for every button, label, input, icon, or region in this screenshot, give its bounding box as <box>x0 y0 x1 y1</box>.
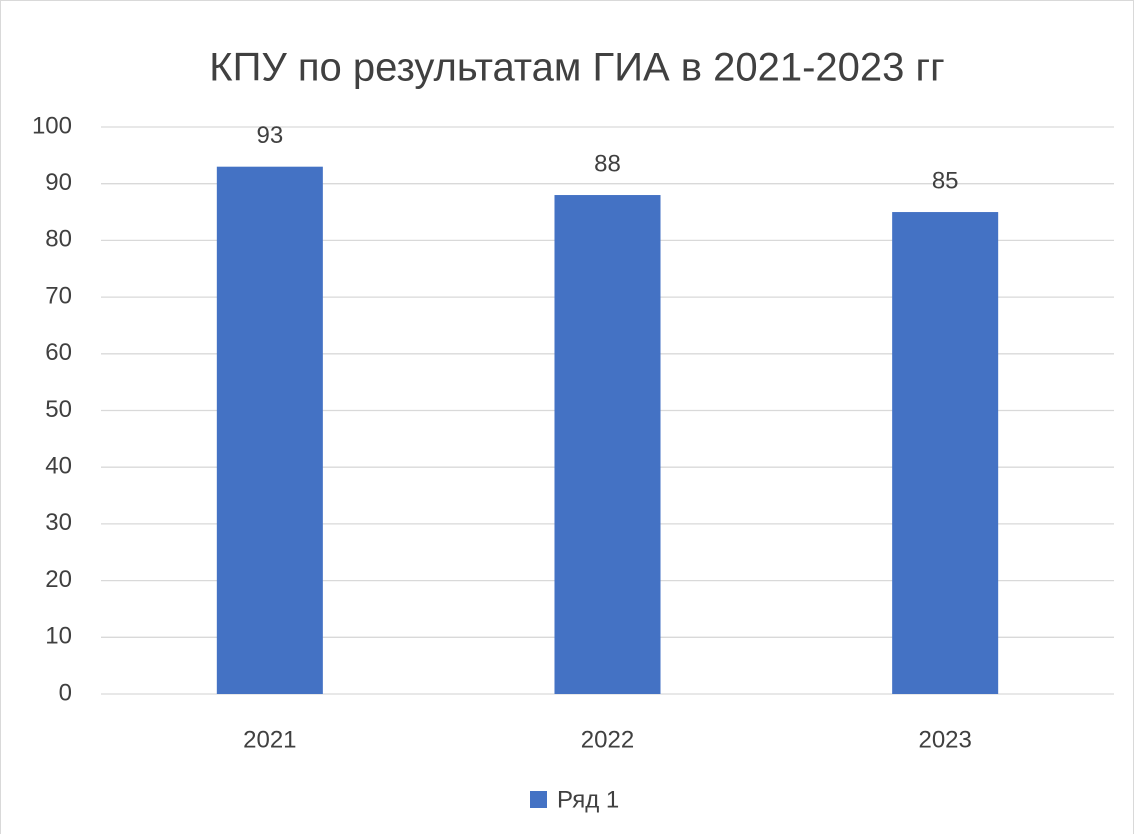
x-tick-label: 2022 <box>581 726 634 753</box>
y-tick-label: 10 <box>45 623 72 650</box>
legend-swatch <box>530 791 547 808</box>
x-tick-label: 2021 <box>243 726 296 753</box>
y-tick-label: 0 <box>59 679 72 706</box>
x-tick-label: 2023 <box>918 726 971 753</box>
y-tick-label: 80 <box>45 226 72 253</box>
bar <box>892 212 999 695</box>
y-tick-label: 50 <box>45 396 72 423</box>
y-tick-label: 100 <box>32 112 72 139</box>
legend-label: Ряд 1 <box>557 786 619 813</box>
y-tick-label: 20 <box>45 566 72 593</box>
y-tick-label: 30 <box>45 509 72 536</box>
data-label: 85 <box>932 167 959 194</box>
y-tick-label: 70 <box>45 282 72 309</box>
bar <box>554 195 661 695</box>
y-tick-label: 40 <box>45 453 72 480</box>
bar <box>216 166 323 694</box>
data-label: 93 <box>256 122 283 149</box>
y-tick-label: 60 <box>45 339 72 366</box>
chart-title: КПУ по результатам ГИА в 2021-2023 гг <box>209 46 944 90</box>
data-label: 88 <box>594 150 621 177</box>
y-tick-label: 90 <box>45 169 72 196</box>
